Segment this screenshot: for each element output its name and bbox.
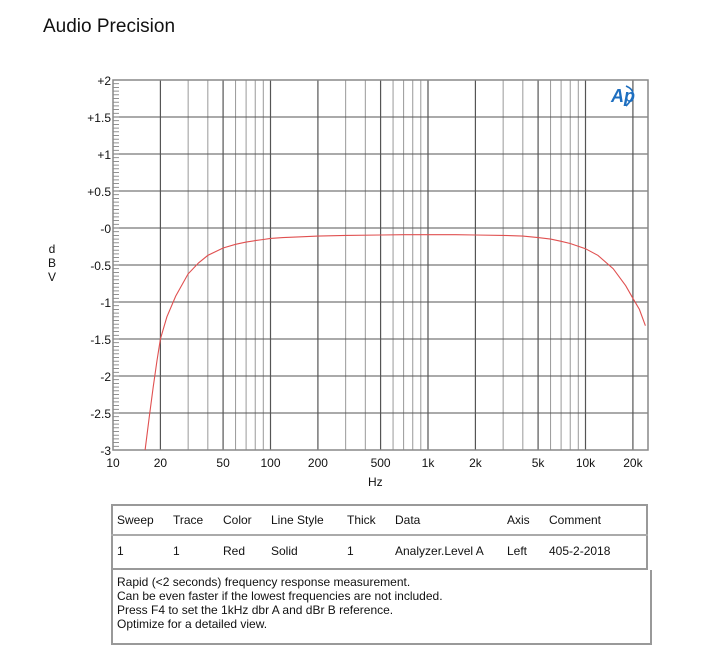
page-title: Audio Precision	[43, 16, 176, 37]
frequency-response-chart: +2 +1.5 +1 +0.5 -0 -0.5 -1 -1.5 -2 -2.5 -310 20 50 10…	[87, 74, 649, 470]
cell-color: Red	[223, 544, 246, 558]
x-tick-label: 500	[371, 456, 391, 470]
col-line-style: Line Style	[271, 513, 324, 527]
y-tick-label: -0.5	[90, 259, 111, 273]
y-tick-label: +0.5	[87, 185, 111, 199]
cell-data: Analyzer.Level A	[395, 544, 484, 558]
cell-thick: 1	[347, 544, 354, 558]
y-tick-label: +1	[97, 148, 111, 162]
cell-trace: 1	[173, 544, 180, 558]
x-tick-label: 2k	[469, 456, 483, 470]
y-tick-label: -1.5	[90, 333, 111, 347]
col-data: Data	[395, 513, 421, 527]
cell-sweep: 1	[117, 544, 124, 558]
x-tick-label: 200	[308, 456, 328, 470]
cell-line-style: Solid	[271, 544, 298, 558]
x-tick-label: 100	[260, 456, 280, 470]
table-row[interactable]: 1 1 Red Solid 1 Analyzer.Level A Left 40…	[112, 535, 647, 569]
x-tick-label: 5k	[532, 456, 546, 470]
y-tick-label: +2	[97, 74, 111, 88]
response-curve	[144, 234, 646, 451]
y-tick-label: -1	[100, 296, 111, 310]
col-sweep: Sweep	[117, 513, 154, 527]
col-comment: Comment	[549, 513, 602, 527]
y-tick-label: -3	[100, 444, 111, 458]
x-tick-label: 1k	[422, 456, 436, 470]
y-axis-label-char: V	[47, 270, 56, 284]
note-line: Press F4 to set the 1kHz dbr A and dBr B…	[117, 603, 394, 617]
y-tick-label: -2	[100, 370, 111, 384]
trace-legend-table: Sweep Trace Color Line Style Thick Data …	[111, 504, 648, 570]
ap-logo-icon: Ap	[610, 86, 635, 106]
y-axis-label-char: B	[47, 256, 56, 270]
note-line: Rapid (<2 seconds) frequency response me…	[117, 575, 411, 589]
col-trace: Trace	[173, 513, 204, 527]
note-line: Can be even faster if the lowest frequen…	[117, 589, 443, 603]
legend-header-row: Sweep Trace Color Line Style Thick Data …	[112, 505, 647, 535]
measurement-notes: Rapid (<2 seconds) frequency response me…	[111, 570, 652, 645]
y-tick-label: +1.5	[87, 111, 111, 125]
cell-comment: 405-2-2018	[549, 544, 611, 558]
x-axis-label: Hz	[368, 475, 383, 489]
x-tick-label: 50	[216, 456, 230, 470]
y-tick-label: -2.5	[90, 407, 111, 421]
note-line: Optimize for a detailed view.	[117, 617, 268, 631]
col-axis: Axis	[507, 513, 530, 527]
x-tick-label: 20k	[623, 456, 643, 470]
y-axis-label-char: d	[48, 242, 56, 256]
col-color: Color	[223, 513, 252, 527]
x-tick-label: 10	[106, 456, 120, 470]
plot-frame	[112, 79, 649, 451]
x-tick-label: 20	[154, 456, 168, 470]
cell-axis: Left	[507, 544, 528, 558]
x-tick-label: 10k	[576, 456, 596, 470]
ap-logo-arc-icon	[625, 85, 634, 107]
y-tick-label: -0	[100, 222, 111, 236]
col-thick: Thick	[347, 513, 376, 527]
